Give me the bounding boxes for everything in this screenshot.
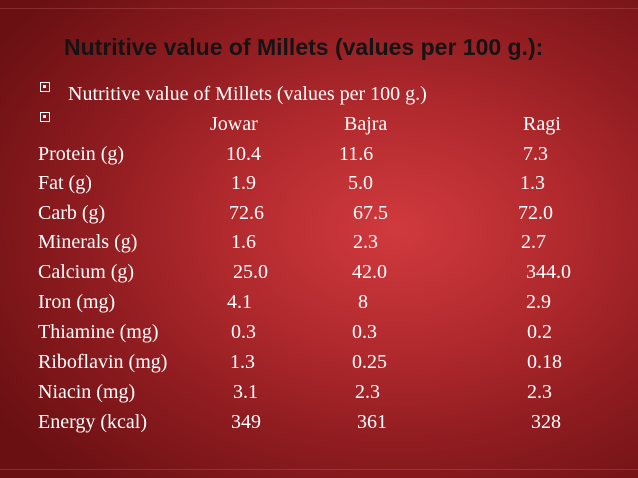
ragi-value: 2.7	[521, 231, 546, 253]
table-row: Carb (g) 72.6 67.5 72.0	[0, 201, 638, 229]
ragi-value: 72.0	[518, 202, 553, 224]
top-frame-line	[0, 8, 638, 9]
header-bajra: Bajra	[344, 113, 388, 135]
table-row: Thiamine (mg) 0.3 0.3 0.2	[0, 320, 638, 348]
jowar-value: 349	[231, 411, 261, 433]
ragi-value: 1.3	[520, 172, 545, 194]
bajra-value: 2.3	[355, 381, 380, 403]
row-label: Energy (kcal)	[38, 411, 148, 433]
bottom-frame-line	[0, 469, 638, 470]
bajra-value: 2.3	[353, 231, 378, 253]
jowar-value: 3.1	[233, 381, 258, 403]
ragi-value: 2.9	[526, 291, 551, 313]
bajra-value: 11.6	[339, 143, 374, 165]
bajra-value: 42.0	[352, 261, 387, 283]
row-label: Fat (g)	[38, 172, 92, 194]
ragi-value: 0.18	[527, 351, 562, 373]
square-bullet-icon	[40, 82, 50, 92]
ragi-value: 2.3	[527, 381, 552, 403]
header-jowar: Jowar	[210, 113, 258, 135]
header-row: Jowar Bajra Ragi	[0, 112, 638, 140]
subtitle-row: Nutritive value of Millets (values per 1…	[0, 82, 638, 110]
bajra-value: 0.25	[352, 351, 387, 373]
bajra-value: 361	[357, 411, 387, 433]
table-row: Iron (mg) 4.1 8 2.9	[0, 290, 638, 318]
ragi-value: 0.2	[527, 321, 552, 343]
row-label: Minerals (g)	[38, 231, 138, 253]
row-label: Carb (g)	[38, 202, 106, 224]
table-row: Niacin (mg) 3.1 2.3 2.3	[0, 380, 638, 408]
ragi-value: 344.0	[526, 261, 571, 283]
row-label: Protein (g)	[38, 143, 125, 165]
ragi-value: 328	[531, 411, 561, 433]
bajra-value: 5.0	[348, 172, 373, 194]
jowar-value: 1.6	[231, 231, 256, 253]
bajra-value: 0.3	[352, 321, 377, 343]
bajra-value: 8	[358, 291, 368, 313]
jowar-value: 10.4	[226, 143, 261, 165]
jowar-value: 0.3	[231, 321, 256, 343]
table-row: Calcium (g) 25.0 42.0 344.0	[0, 260, 638, 288]
table-row: Protein (g) 10.4 11.6 7.3	[0, 142, 638, 170]
subtitle-text: Nutritive value of Millets (values per 1…	[68, 83, 427, 105]
jowar-value: 72.6	[229, 202, 264, 224]
table-row: Minerals (g) 1.6 2.3 2.7	[0, 230, 638, 258]
slide-title: Nutritive value of Millets (values per 1…	[64, 34, 544, 60]
row-label: Riboflavin (mg)	[38, 351, 168, 373]
row-label: Thiamine (mg)	[38, 321, 159, 343]
header-ragi: Ragi	[523, 113, 561, 135]
square-bullet-icon	[40, 112, 50, 122]
row-label: Iron (mg)	[38, 291, 116, 313]
jowar-value: 1.9	[231, 172, 256, 194]
bajra-value: 67.5	[353, 202, 388, 224]
ragi-value: 7.3	[523, 143, 548, 165]
jowar-value: 4.1	[227, 291, 252, 313]
row-label: Calcium (g)	[38, 261, 135, 283]
jowar-value: 1.3	[230, 351, 255, 373]
table-row: Riboflavin (mg) 1.3 0.25 0.18	[0, 350, 638, 378]
table-row: Fat (g) 1.9 5.0 1.3	[0, 171, 638, 199]
jowar-value: 25.0	[233, 261, 268, 283]
row-label: Niacin (mg)	[38, 381, 136, 403]
table-row: Energy (kcal) 349 361 328	[0, 410, 638, 438]
